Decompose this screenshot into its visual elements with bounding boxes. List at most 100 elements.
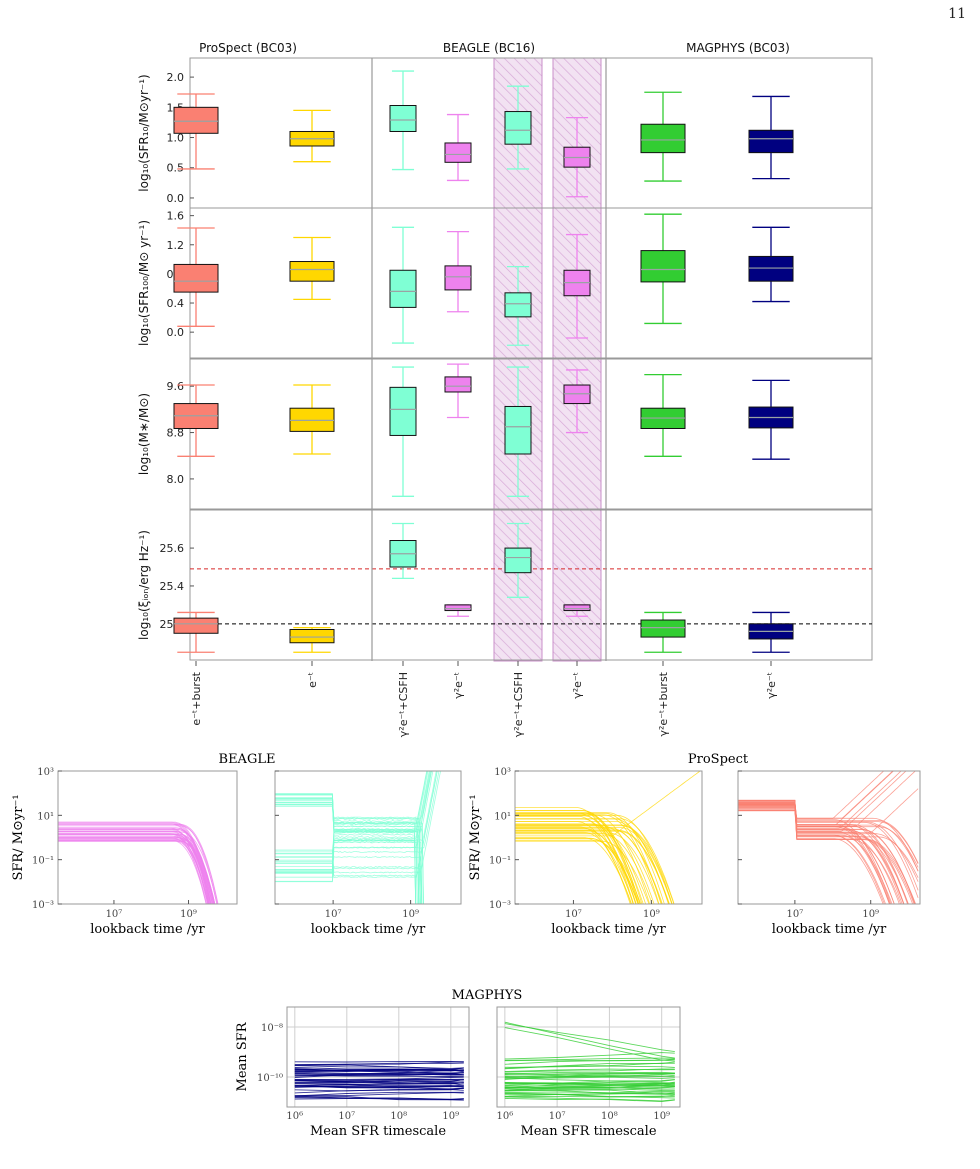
magphys-curve [294, 1061, 464, 1066]
magphys-curve [294, 1079, 464, 1083]
group-title: MAGPHYS (BC03) [686, 41, 790, 55]
sfh-curve [738, 805, 884, 904]
magphys-curve [504, 1076, 675, 1080]
magphys-curve [504, 1073, 675, 1079]
box [748, 255, 794, 282]
sfh-curve [515, 824, 673, 904]
sfh-group-title: BEAGLE [219, 752, 276, 767]
magphys-curve [504, 1068, 675, 1072]
magphys-curve [294, 1088, 464, 1092]
x-tick-label: 10⁷ [106, 909, 123, 920]
sfh-lines [738, 771, 919, 904]
sfh-curve [515, 839, 642, 904]
y-tick-label: 9.6 [167, 380, 185, 393]
sfh-curve [738, 801, 886, 904]
x-tick-label: 10⁹ [653, 1111, 670, 1122]
box [173, 617, 219, 634]
sfh-curve [515, 828, 637, 904]
y-tick-label: 8.0 [167, 473, 185, 486]
magphys-curve [504, 1023, 675, 1053]
x-axis-label: lookback time /yr [772, 922, 887, 937]
sfh-curve [275, 828, 421, 904]
box [289, 628, 335, 644]
magphys-curve [294, 1073, 464, 1078]
y-axis-label: log₁₀(M∗/M⊙) [137, 393, 151, 475]
magphys-curve [294, 1085, 464, 1089]
sfh-curve [58, 827, 215, 904]
y-tick-label: 25.6 [160, 542, 185, 555]
box [504, 547, 532, 574]
sfh-curve [275, 806, 418, 904]
sfh-curve [515, 838, 639, 904]
x-tick-label: γ²e⁻ᵗ+burst [657, 671, 670, 736]
sfh-curve [515, 814, 651, 904]
magphys-curve [294, 1081, 464, 1085]
y-tick-label: 10¹ [37, 811, 54, 822]
x-tick-label: 10⁹ [643, 909, 660, 920]
magphys-curve [504, 1058, 675, 1062]
magphys-curve [504, 1096, 675, 1103]
sfh-curve [58, 831, 218, 904]
magphys-curve [294, 1067, 464, 1071]
magphys-curve [294, 1072, 464, 1076]
y-tick-label: 1.2 [167, 239, 185, 252]
sfh-curve [275, 830, 417, 904]
x-axis-label: Mean SFR timescale [520, 1124, 656, 1139]
magphys-curve [294, 1064, 464, 1069]
box [640, 619, 686, 638]
box [748, 129, 794, 154]
sfh-curve [515, 821, 670, 904]
sfh-curve [58, 840, 213, 904]
group-title: ProSpect (BC03) [199, 41, 297, 55]
sfh-curve [515, 832, 659, 904]
y-tick-label: 10⁻¹⁰ [257, 1073, 283, 1084]
x-tick-label: 10⁸ [601, 1111, 618, 1122]
sfh-curve [515, 830, 670, 904]
x-axis-label: lookback time /yr [551, 922, 666, 937]
box [389, 105, 417, 132]
y-tick-label: 2.0 [167, 71, 185, 84]
sfh-curve [275, 797, 421, 904]
box [389, 386, 417, 436]
x-tick-label: 10⁶ [286, 1111, 303, 1122]
sfh-curve [58, 830, 212, 904]
x-tick-label: 10⁹ [180, 909, 197, 920]
sfh-curve [58, 838, 209, 904]
sfh-curve [738, 810, 909, 904]
sfh-group-title: ProSpect [688, 752, 749, 767]
x-axis-label: lookback time /yr [90, 922, 205, 937]
magphys-curve [504, 1052, 675, 1060]
sfh-curve [515, 837, 639, 904]
sfh-curve [58, 821, 213, 904]
sfh-lines [58, 821, 219, 904]
magphys-curve [504, 1083, 675, 1091]
x-tick-label: γ²e⁻ᵗ+CSFH [397, 672, 410, 737]
sfh-curve [275, 794, 420, 904]
sfh-curve [275, 839, 420, 904]
magphys-curve [294, 1084, 464, 1088]
x-tick-label: 10⁹ [442, 1111, 459, 1122]
x-tick-label: γ²e⁻ᵗ [571, 672, 584, 699]
sfh-curve [515, 815, 634, 904]
group-title: BEAGLE (BC16) [443, 41, 535, 55]
x-tick-label: e⁻ᵗ+burst [190, 671, 203, 725]
box [504, 405, 532, 455]
x-tick-label: 10⁷ [325, 909, 342, 920]
box [504, 292, 532, 318]
sfh-curve [275, 839, 420, 904]
sfh-curve [275, 771, 438, 877]
magphys-curve [294, 1078, 464, 1081]
magphys-curve [504, 1088, 675, 1094]
sfh-curve [58, 824, 218, 904]
sfh-curve [738, 805, 919, 864]
y-tick-label: 10⁻⁸ [261, 1023, 283, 1034]
y-tick-label: 1.6 [167, 210, 185, 223]
magphys-curve [504, 1068, 675, 1073]
y-tick-label: 25.4 [160, 580, 185, 593]
y-tick-label: 10⁻³ [32, 900, 54, 911]
y-axis-label: log₁₀(SFR₁₀/M⊙yr⁻¹) [137, 74, 151, 191]
sfh-curve [275, 771, 432, 873]
y-tick-label: 1.0 [167, 132, 185, 145]
box [389, 269, 417, 308]
